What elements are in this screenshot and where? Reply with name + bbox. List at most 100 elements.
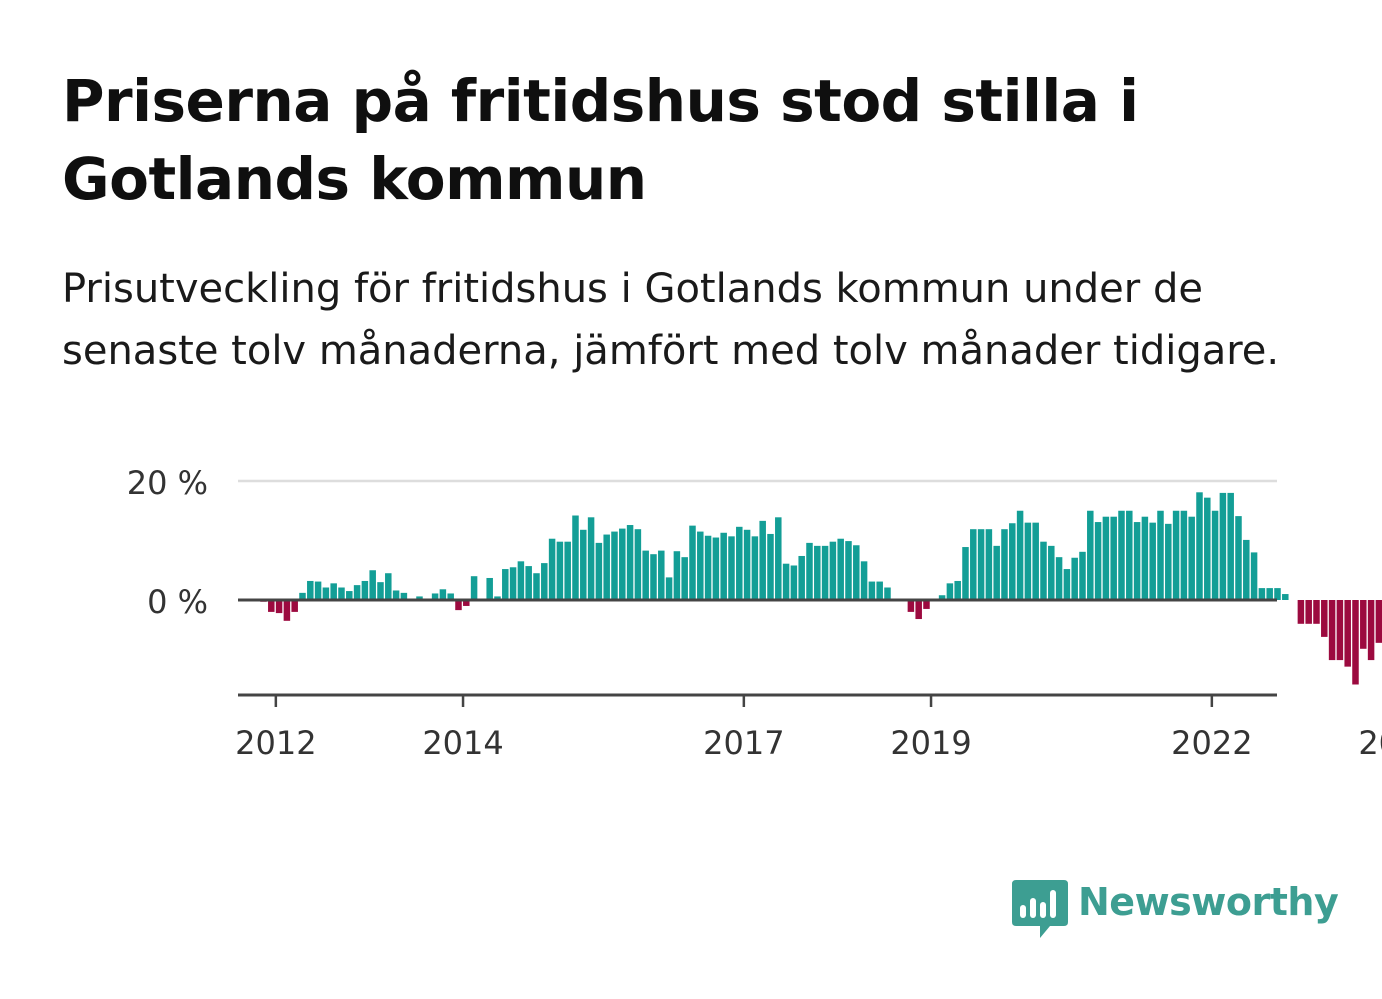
bar bbox=[689, 525, 696, 601]
bar bbox=[993, 545, 1000, 600]
bar bbox=[525, 566, 532, 600]
bar bbox=[603, 534, 610, 600]
bar bbox=[517, 561, 525, 600]
bar bbox=[1071, 557, 1078, 600]
bar bbox=[681, 557, 688, 600]
bar bbox=[541, 563, 548, 600]
bar bbox=[697, 531, 704, 600]
bar bbox=[1165, 523, 1172, 600]
bar bbox=[1282, 594, 1289, 600]
bar bbox=[977, 529, 985, 600]
bar bbox=[611, 531, 618, 600]
bar bbox=[1110, 516, 1117, 600]
bar bbox=[775, 517, 782, 600]
bar bbox=[868, 581, 876, 600]
bar bbox=[1266, 588, 1273, 600]
bar bbox=[1032, 522, 1039, 600]
bar bbox=[595, 542, 603, 600]
bar bbox=[299, 592, 306, 600]
bar bbox=[837, 538, 844, 600]
bar bbox=[720, 532, 727, 600]
bar bbox=[1328, 600, 1336, 661]
bar bbox=[1040, 541, 1047, 600]
bar bbox=[1305, 600, 1312, 624]
bar bbox=[1204, 497, 1211, 600]
bar bbox=[790, 565, 798, 600]
bar bbox=[307, 580, 314, 600]
axis-layer bbox=[238, 598, 1277, 707]
bar bbox=[1235, 516, 1242, 600]
bar bbox=[736, 526, 743, 600]
bar bbox=[626, 525, 634, 600]
bar bbox=[1367, 600, 1375, 661]
bar bbox=[619, 528, 626, 600]
bar bbox=[369, 570, 376, 600]
bar bbox=[814, 545, 821, 600]
bar bbox=[665, 577, 673, 600]
bar bbox=[1001, 529, 1008, 600]
bar bbox=[1157, 510, 1164, 600]
bar bbox=[470, 576, 478, 600]
bar bbox=[268, 600, 275, 612]
bar bbox=[634, 529, 642, 600]
bar bbox=[1048, 545, 1055, 600]
bar bbox=[1016, 510, 1024, 600]
bar bbox=[759, 520, 766, 600]
bar bbox=[743, 529, 751, 600]
bar bbox=[1219, 492, 1227, 600]
bar bbox=[502, 569, 509, 600]
bar bbox=[915, 600, 922, 620]
bar bbox=[1211, 510, 1219, 600]
bar bbox=[392, 590, 400, 600]
bar bbox=[767, 533, 774, 600]
bar bbox=[556, 541, 564, 600]
bar bbox=[1375, 600, 1382, 643]
bar bbox=[587, 517, 595, 600]
x-tick-label: 2014 bbox=[422, 724, 503, 762]
y-tick-label: 0 % bbox=[147, 583, 208, 621]
bars-layer bbox=[260, 492, 1382, 685]
x-tick-label: 2024 bbox=[1358, 724, 1382, 762]
bar bbox=[829, 541, 837, 600]
bar bbox=[455, 600, 462, 611]
bar bbox=[1126, 510, 1133, 600]
bar-chart: 20 %0 %2012201420172019202220240 % bbox=[127, 464, 1382, 762]
bar bbox=[860, 561, 868, 600]
bar bbox=[1063, 569, 1071, 600]
brand-name: Newsworthy bbox=[1078, 880, 1339, 924]
bar bbox=[1094, 522, 1102, 600]
bar bbox=[1188, 516, 1195, 600]
bar bbox=[1336, 600, 1344, 661]
bar bbox=[642, 550, 649, 600]
bar bbox=[1321, 600, 1328, 637]
bar bbox=[673, 551, 681, 600]
bar bbox=[1087, 510, 1094, 600]
bar bbox=[985, 529, 993, 600]
bar bbox=[572, 515, 579, 600]
bar bbox=[1250, 552, 1258, 600]
bar bbox=[1102, 516, 1110, 600]
bar bbox=[1344, 600, 1351, 667]
bar bbox=[346, 591, 353, 600]
bar bbox=[447, 593, 454, 600]
bar bbox=[1360, 600, 1367, 649]
bar bbox=[338, 587, 345, 600]
bar bbox=[884, 587, 891, 600]
bar bbox=[704, 535, 712, 600]
bar bbox=[463, 600, 470, 606]
bar bbox=[533, 573, 540, 600]
bar bbox=[751, 536, 759, 600]
bar bbox=[353, 585, 361, 601]
bar bbox=[494, 596, 501, 600]
bar bbox=[385, 573, 392, 600]
bar bbox=[970, 529, 977, 600]
bar bbox=[907, 600, 915, 612]
bar bbox=[821, 545, 829, 600]
bar bbox=[1227, 492, 1234, 600]
bar bbox=[798, 555, 805, 600]
bar bbox=[275, 600, 283, 614]
bar bbox=[1352, 600, 1359, 685]
bar bbox=[564, 541, 571, 600]
bar bbox=[580, 529, 587, 600]
bar bbox=[923, 600, 930, 609]
